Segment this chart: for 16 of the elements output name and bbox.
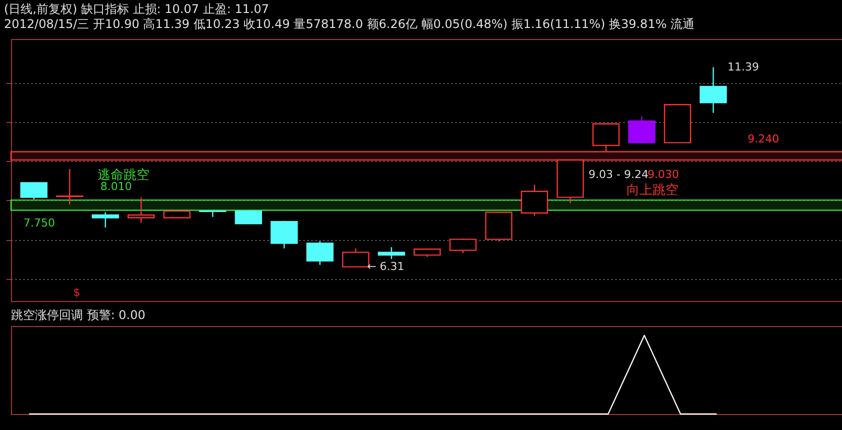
chart-title: (日线,前复权) 缺口指标 止损: 10.07 止盈: 11.07 <box>4 2 270 16</box>
candlestick <box>199 210 226 218</box>
candlestick <box>92 212 119 228</box>
annotation: 9.03 - 9.24 <box>588 168 648 181</box>
candlestick <box>128 196 155 224</box>
annotation: 8.010 <box>100 180 132 194</box>
chart-title: 跳空涨停回调 预警: 0.00 <box>11 308 146 322</box>
text: 9.240 <box>748 132 780 146</box>
candlestick <box>56 168 84 205</box>
annotation: $ <box>73 286 80 299</box>
annotation: 7.750 <box>23 216 55 230</box>
annotation: ← 6.31 <box>367 260 404 273</box>
annotation: 9.030 <box>647 168 679 181</box>
band-label: 向上跳空 <box>626 182 678 198</box>
annotation: 11.39 <box>728 60 760 74</box>
chart-subtitle: 2012/08/15/三 开10.90 高11.39 低10.23 收10.49 量578178.0 额6.26亿 幅0.05(0.48%) 振1.16(11.11%) 换39.81% 流通 <box>4 17 695 31</box>
